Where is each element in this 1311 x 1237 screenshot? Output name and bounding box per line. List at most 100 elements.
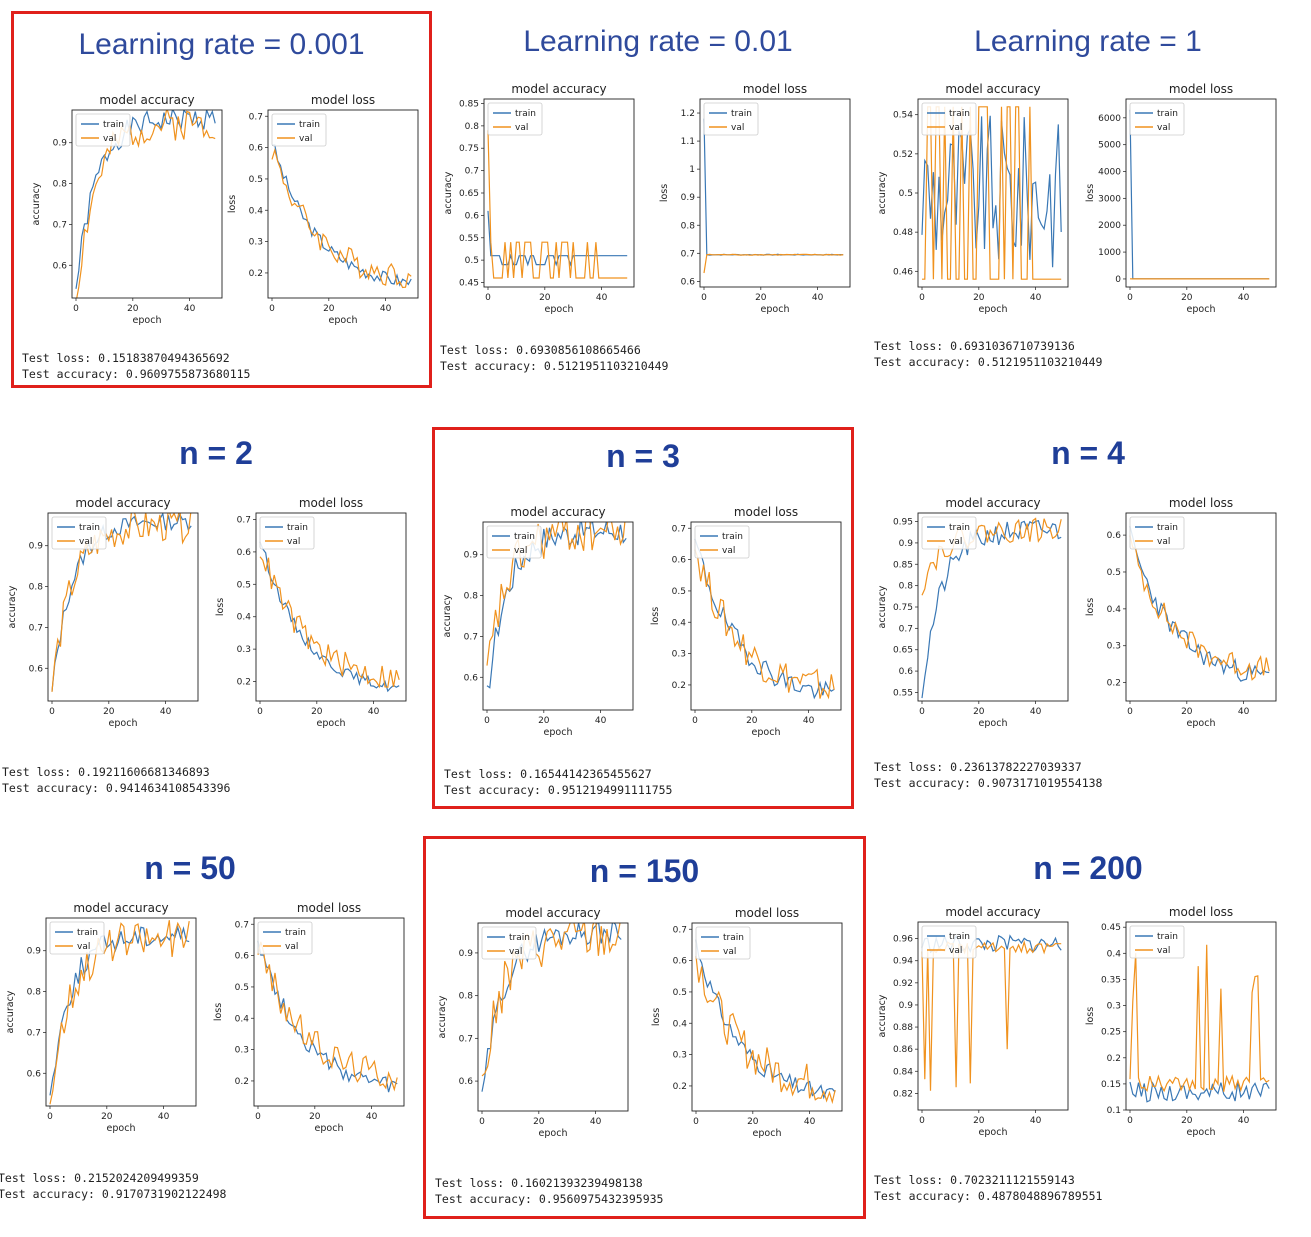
chart-svg: model loss 0.6 0.7 0.8 0.9 1 1.1 1.2 0 20 40 epoch l… xyxy=(659,82,851,315)
y-axis-label: accuracy xyxy=(877,171,888,214)
legend-train-label: train xyxy=(1157,523,1178,533)
panel-n-50: n = 50 model accuracy 0.6 0.7 0.8 0.9 0 20 40 ep… xyxy=(0,840,420,1220)
panel-title: n = 4 xyxy=(1051,435,1125,471)
x-tick-label: 0 xyxy=(919,707,925,717)
series-val-line xyxy=(257,941,398,1092)
y-tick-label: 0.55 xyxy=(893,688,913,698)
series-train-line xyxy=(695,939,836,1100)
test-loss-text: Test loss: 0.16021393239498138 xyxy=(435,1176,643,1190)
x-tick-label: 20 xyxy=(1181,293,1193,303)
y-tick-label: 0.85 xyxy=(893,560,913,570)
y-tick-label: 0.8 xyxy=(459,992,474,1002)
legend-train-label: train xyxy=(949,109,970,119)
x-tick-label: 40 xyxy=(812,293,824,303)
panel-lr-1: Learning rate = 1 model accuracy 0.46 0.48… xyxy=(872,11,1304,388)
legend-train-label: train xyxy=(949,932,970,942)
y-tick-label: 0.6 xyxy=(27,1069,42,1079)
y-tick-label: 0.4 xyxy=(1107,605,1122,615)
series-val-line xyxy=(259,556,400,689)
chart-title: model loss xyxy=(734,505,798,519)
x-tick-label: 20 xyxy=(755,293,767,303)
x-tick-label: 20 xyxy=(539,293,551,303)
chart-title: model accuracy xyxy=(505,906,600,920)
x-tick-label: 0 xyxy=(1127,293,1133,303)
y-tick-label: 0.3 xyxy=(672,650,686,660)
y-tick-label: 0.9 xyxy=(53,139,68,149)
y-tick-label: 0.7 xyxy=(235,920,249,930)
test-loss-text: Test loss: 0.19211606681346893 xyxy=(2,765,210,779)
series-val-line xyxy=(1129,944,1270,1093)
y-tick-label: 0.2 xyxy=(672,681,686,691)
y-tick-label: 0.9 xyxy=(899,539,914,549)
y-axis-label: accuracy xyxy=(31,182,42,225)
y-tick-label: 0.7 xyxy=(681,249,695,259)
loss-plot: model loss 0.2 0.3 0.4 0.5 0.6 0.7 0 20 40 epoch lo… xyxy=(224,92,424,332)
y-tick-label: 0.45 xyxy=(1101,923,1121,933)
legend: train val xyxy=(259,516,315,550)
chart-title: model loss xyxy=(1169,82,1233,96)
y-tick-label: 0.3 xyxy=(673,1051,687,1061)
y-tick-label: 0.4 xyxy=(672,618,687,628)
x-tick-label: 20 xyxy=(747,1117,759,1127)
loss-plot: model loss 0 1000 2000 3000 4000 5000 6000 0 20 40… xyxy=(1082,81,1282,321)
x-tick-label: 0 xyxy=(1127,707,1133,717)
legend: train val xyxy=(75,113,131,147)
x-tick-label: 40 xyxy=(590,1117,602,1127)
y-tick-label: 0.45 xyxy=(459,279,479,289)
chart-title: model accuracy xyxy=(510,505,605,519)
test-accuracy-text: Test accuracy: 0.9073171019554138 xyxy=(874,776,1103,790)
y-tick-label: 0.6 xyxy=(459,1077,474,1087)
panel-title: n = 150 xyxy=(589,853,700,889)
legend: train val xyxy=(487,102,543,136)
x-tick-label: 0 xyxy=(49,707,55,717)
chart-svg: model accuracy 0.6 0.7 0.8 0.9 0 20 40 epoch accu… xyxy=(442,505,634,738)
legend-val-label: val xyxy=(949,123,962,133)
legend: train val xyxy=(695,926,751,960)
panel-title: n = 3 xyxy=(606,438,680,474)
y-tick-label: 0.4 xyxy=(237,613,252,623)
series-train-line xyxy=(703,118,844,256)
y-tick-label: 1000 xyxy=(1098,248,1121,258)
series-train-line xyxy=(921,115,1062,268)
y-tick-label: 0.9 xyxy=(29,542,44,552)
chart-title: model accuracy xyxy=(945,82,1040,96)
y-tick-label: 0 xyxy=(1115,275,1121,285)
test-loss-text: Test loss: 0.2152024209499359 xyxy=(0,1171,199,1185)
chart-title: model accuracy xyxy=(73,901,168,915)
panel-title: Learning rate = 0.01 xyxy=(523,25,793,58)
legend-train-label: train xyxy=(722,532,743,542)
y-tick-label: 0.7 xyxy=(464,632,478,642)
legend-val-label: val xyxy=(723,947,736,957)
panel-n-3: n = 3 model accuracy 0.6 0.7 0.8 0.9 0 20 40 epo… xyxy=(432,427,854,809)
y-tick-label: 0.52 xyxy=(893,150,913,160)
y-tick-label: 0.4 xyxy=(235,1014,250,1024)
chart-svg: model accuracy 0.6 0.7 0.8 0.9 0 20 40 epoch accu… xyxy=(31,93,223,326)
y-tick-label: 0.65 xyxy=(459,189,479,199)
series-val-line xyxy=(1129,535,1270,681)
y-tick-label: 0.2 xyxy=(1107,679,1121,689)
y-tick-label: 0.8 xyxy=(27,988,42,998)
y-tick-label: 0.95 xyxy=(893,518,913,528)
x-tick-label: 20 xyxy=(746,716,758,726)
legend-val-label: val xyxy=(1157,537,1170,547)
legend-train-label: train xyxy=(287,523,308,533)
y-tick-label: 0.6 xyxy=(249,144,264,154)
y-axis-label: loss xyxy=(1085,1007,1096,1025)
legend-val-label: val xyxy=(103,134,116,144)
series-val-line xyxy=(481,923,621,1077)
legend-val-label: val xyxy=(731,123,744,133)
series-val-line xyxy=(921,517,1062,596)
x-tick-label: 40 xyxy=(803,716,815,726)
legend: train val xyxy=(921,102,977,136)
plot-frame xyxy=(917,98,1069,288)
x-axis-label: epoch xyxy=(1187,1127,1216,1138)
y-tick-label: 0.9 xyxy=(27,947,42,957)
x-tick-label: 20 xyxy=(1181,707,1193,717)
plot-frame xyxy=(47,512,199,702)
test-loss-text: Test loss: 0.6931036710739136 xyxy=(874,339,1075,353)
y-tick-label: 0.4 xyxy=(673,1019,688,1029)
legend-train-label: train xyxy=(77,928,98,938)
accuracy-plot: model accuracy 0.6 0.7 0.8 0.9 0 20 40 epoch accu… xyxy=(434,905,634,1145)
x-axis-label: epoch xyxy=(329,315,358,326)
y-tick-label: 0.7 xyxy=(29,623,43,633)
